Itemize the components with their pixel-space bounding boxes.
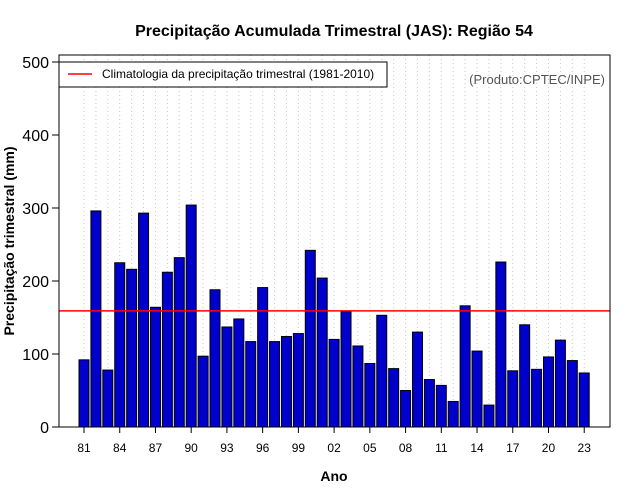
x-tick-label: 11 [435, 441, 448, 455]
bar-89 [173, 257, 185, 428]
bar-08 [400, 390, 412, 428]
bar-82 [90, 210, 102, 428]
bar-01 [316, 277, 328, 428]
bar-85 [126, 268, 138, 428]
bar-93 [221, 326, 233, 428]
bar-02 [328, 338, 340, 428]
x-tick-label: 93 [220, 441, 234, 455]
y-tick-label: 0 [40, 420, 49, 437]
x-tick-label: 05 [363, 441, 377, 455]
bar-95 [245, 341, 257, 428]
bar-87 [149, 306, 161, 428]
x-tick-label: 84 [113, 441, 127, 455]
bar-83 [102, 369, 114, 428]
bar-98 [280, 335, 292, 428]
bar-03 [340, 311, 352, 428]
bar-90 [185, 204, 197, 428]
bar-04 [352, 345, 364, 428]
bar-16 [495, 261, 507, 428]
bar-86 [138, 212, 150, 428]
bars [78, 204, 590, 428]
bar-94 [233, 318, 245, 428]
bar-88 [161, 271, 173, 428]
bar-19 [531, 368, 543, 428]
bar-07 [388, 368, 400, 428]
bar-09 [411, 331, 423, 428]
x-tick-label: 14 [470, 441, 484, 455]
bar-00 [304, 249, 316, 428]
bar-17 [507, 370, 519, 428]
y-tick-label: 200 [22, 274, 49, 291]
bar-91 [197, 355, 209, 428]
y-tick-label: 100 [22, 347, 49, 364]
bar-23 [578, 372, 590, 428]
x-axis: 81 84 87 90 93 96 99 02 05 08 11 14 17 20 23 [77, 427, 591, 455]
y-axis-title: Precipitação trimestral (mm) [1, 146, 17, 335]
x-tick-label: 02 [327, 441, 341, 455]
bar-18 [519, 324, 531, 428]
x-tick-label: 08 [399, 441, 413, 455]
chart-title: Precipitação Acumulada Trimestral (JAS):… [135, 23, 533, 40]
bar-11 [435, 384, 447, 428]
x-tick-label: 87 [149, 441, 163, 455]
x-tick-label: 20 [542, 441, 556, 455]
bar-97 [269, 341, 281, 428]
bar-22 [566, 360, 578, 428]
legend: Climatologia da precipitação trimestral … [58, 61, 388, 88]
bar-20 [542, 356, 554, 428]
bar-13 [459, 305, 471, 428]
x-axis-title: Ano [320, 468, 347, 484]
bar-14 [471, 350, 483, 428]
y-axis: 0 100 200 300 400 500 [22, 55, 59, 437]
bar-21 [554, 339, 566, 428]
bar-10 [423, 379, 435, 428]
bar-81 [78, 359, 90, 428]
legend-box [58, 61, 388, 88]
bar-05 [364, 362, 376, 428]
credit-text: (Produto:CPTEC/INPE) [469, 72, 605, 87]
y-tick-label: 500 [22, 55, 49, 72]
x-tick-label: 23 [578, 441, 592, 455]
x-tick-label: 17 [506, 441, 520, 455]
bar-99 [292, 333, 304, 428]
bar-84 [114, 262, 126, 428]
x-tick-label: 99 [292, 441, 306, 455]
y-tick-label: 300 [22, 201, 49, 218]
y-tick-label: 400 [22, 128, 49, 145]
x-tick-label: 81 [77, 441, 91, 455]
legend-label: Climatologia da precipitação trimestral … [102, 67, 374, 81]
x-tick-label: 96 [256, 441, 270, 455]
x-tick-label: 90 [185, 441, 199, 455]
bar-06 [376, 314, 388, 428]
bar-12 [447, 400, 459, 428]
bar-96 [257, 287, 269, 428]
bar-15 [483, 404, 495, 428]
